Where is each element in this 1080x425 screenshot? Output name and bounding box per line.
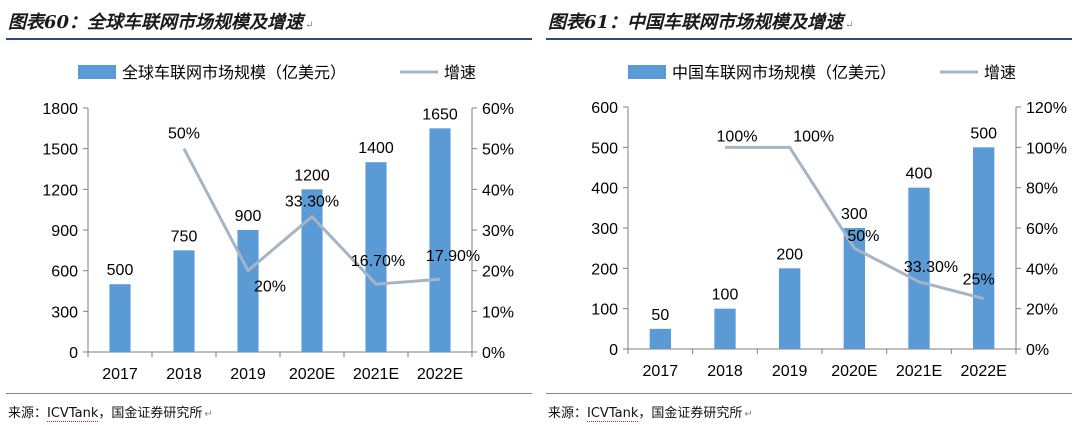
- right-tick-label: 0%: [1026, 342, 1049, 359]
- x-tick-label: 2020E: [289, 366, 335, 383]
- x-tick-label: 2022E: [417, 366, 463, 383]
- bar-data-label: 200: [776, 246, 803, 263]
- chart-title: 图表61：中国车联网市场规模及增速 ↵: [548, 12, 854, 33]
- china-chart-svg: 0 100 200 300 400 500 600 0% 20% 40% 60% 80% 100% 120…: [591, 64, 1067, 380]
- bar: [109, 284, 131, 352]
- right-tick-label: 60%: [482, 101, 514, 118]
- bar: [714, 308, 736, 349]
- growth-line: [725, 145, 985, 301]
- left-tick-label: 0: [69, 345, 78, 362]
- paragraph-mark-icon: ↵: [305, 20, 314, 31]
- line-data-label: 50%: [168, 126, 200, 143]
- chart-source: 来源：ICVTank，国金证券研究所 ↵: [8, 406, 213, 422]
- bar: [649, 328, 672, 349]
- title-rule: [546, 38, 1072, 40]
- bar-data-label: 750: [171, 228, 198, 245]
- bar: [365, 162, 387, 352]
- bar-data-label: 1200: [294, 167, 330, 184]
- legend-line-label: 增速: [984, 64, 1016, 82]
- left-tick-label: 1800: [42, 101, 78, 118]
- x-tick-label: 2019: [772, 363, 808, 380]
- left-tick-label: 300: [51, 304, 78, 321]
- left-tick-label: 1500: [42, 142, 78, 159]
- right-tick-label: 20%: [482, 264, 514, 281]
- bar: [429, 128, 451, 352]
- right-tick-label: 10%: [482, 304, 514, 321]
- chart-panel-global: 图表60：全球车联网市场规模及增速 ↵ 0 300 600 900 1200 1500 180…: [6, 12, 532, 422]
- line-data-label: 50%: [847, 228, 879, 245]
- paragraph-mark-icon: ↵: [204, 409, 213, 420]
- paragraph-mark-icon: ↵: [845, 20, 854, 31]
- right-tick-label: 100%: [1026, 140, 1067, 157]
- chart-title: 图表60：全球车联网市场规模及增速 ↵: [8, 12, 314, 33]
- global-chart-svg: 0 300 600 900 1200 1500 1800 0% 10% 20% 30% 40% 50% 6…: [42, 64, 514, 383]
- x-tick-label: 2018: [707, 363, 743, 380]
- right-tick-label: 30%: [482, 223, 514, 240]
- line-data-label: 16.70%: [351, 253, 405, 270]
- bar: [173, 250, 195, 352]
- right-tick-label: 40%: [1026, 261, 1058, 278]
- legend-bar-label: 全球车联网市场规模（亿美元）: [122, 64, 346, 82]
- bar: [972, 147, 995, 349]
- legend-bar-label: 中国车联网市场规模（亿美元）: [672, 64, 896, 82]
- bar-data-label: 1400: [358, 140, 394, 157]
- chart-source: 来源：ICVTank，国金证券研究所 ↵: [548, 406, 753, 422]
- left-tick-label: 100: [591, 302, 618, 319]
- left-tick-label: 200: [591, 261, 618, 278]
- bar-data-label: 100: [712, 287, 739, 304]
- line-data-label: 33.30%: [285, 194, 339, 211]
- right-tick-label: 20%: [1026, 302, 1058, 319]
- left-tick-label: 500: [591, 140, 618, 157]
- line-data-label: 100%: [717, 128, 758, 145]
- line-data-label: 20%: [254, 279, 286, 296]
- x-tick-label: 2017: [643, 363, 679, 380]
- right-tick-label: 50%: [482, 142, 514, 159]
- legend-bar-swatch: [628, 65, 666, 79]
- left-tick-label: 600: [591, 100, 618, 117]
- legend-bar-swatch: [78, 65, 116, 79]
- line-data-label: 25%: [963, 272, 995, 289]
- left-tick-label: 600: [51, 264, 78, 281]
- x-tick-label: 2019: [230, 366, 266, 383]
- left-tick-label: 300: [591, 221, 618, 238]
- left-tick-label: 0: [609, 342, 618, 359]
- bar: [908, 187, 930, 349]
- bar-data-label: 500: [107, 262, 134, 279]
- x-tick-label: 2020E: [831, 363, 877, 380]
- legend-line-label: 增速: [444, 64, 476, 82]
- source-rule: [6, 393, 532, 394]
- title-rule: [6, 38, 532, 40]
- x-tick-label: 2017: [102, 366, 138, 383]
- bar-data-label: 400: [906, 166, 933, 183]
- right-tick-label: 120%: [1026, 100, 1067, 117]
- bar: [843, 228, 866, 349]
- x-tick-label: 2018: [166, 366, 202, 383]
- line-data-label: 33.30%: [904, 259, 958, 276]
- source-rule: [546, 393, 1072, 394]
- line-data-label: 17.90%: [426, 248, 480, 265]
- bar: [778, 268, 801, 349]
- bar: [301, 189, 323, 352]
- bar-data-label: 500: [970, 125, 997, 142]
- right-tick-label: 40%: [482, 182, 514, 199]
- left-tick-label: 900: [51, 223, 78, 240]
- left-tick-label: 1200: [42, 182, 78, 199]
- bar-data-label: 50: [651, 307, 669, 324]
- bar-data-label: 900: [235, 208, 262, 225]
- right-tick-label: 80%: [1026, 181, 1058, 198]
- growth-line: [182, 147, 441, 286]
- left-tick-label: 400: [591, 181, 618, 198]
- right-tick-label: 0%: [482, 345, 505, 362]
- right-tick-label: 60%: [1026, 221, 1058, 238]
- x-tick-label: 2021E: [896, 363, 942, 380]
- paragraph-mark-icon: ↵: [744, 409, 753, 420]
- line-data-label: 100%: [793, 128, 834, 145]
- x-tick-label: 2022E: [961, 363, 1007, 380]
- x-tick-label: 2021E: [353, 366, 399, 383]
- bar-data-label: 300: [841, 206, 868, 223]
- bar-data-label: 1650: [422, 106, 458, 123]
- chart-panel-china: 图表61：中国车联网市场规模及增速 ↵ 0 100 200 300 400 500 600 0%…: [540, 0, 1080, 425]
